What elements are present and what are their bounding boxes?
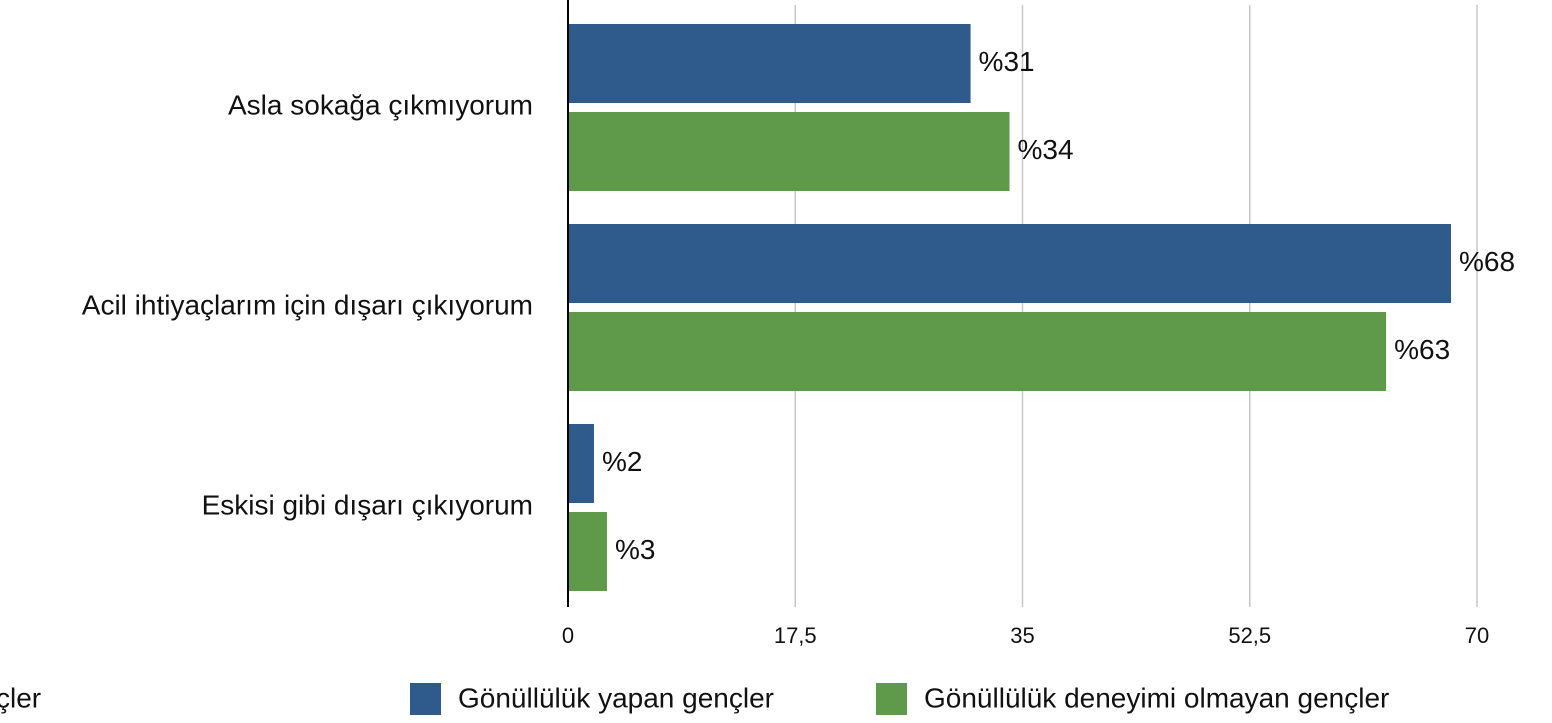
legend-swatch: [410, 683, 441, 715]
x-tick-label: 70: [1465, 623, 1489, 648]
x-tick-label: 35: [1010, 623, 1034, 648]
bar: [568, 224, 1452, 303]
x-tick-label: 17,5: [774, 623, 817, 648]
value-label: %68: [1459, 246, 1515, 277]
x-tick-label: 0: [562, 623, 574, 648]
x-tick-label: 52,5: [1228, 623, 1271, 648]
category-label: Asla sokağa çıkmıyorum: [228, 89, 533, 120]
bar: [568, 24, 971, 103]
legend-label: Gönüllülük deneyimi olmayan gençler: [924, 682, 1389, 713]
bar: [568, 312, 1387, 391]
bar: [568, 512, 607, 591]
value-label: %2: [602, 446, 642, 477]
category-label: Eskisi gibi dışarı çıkıyorum: [202, 489, 533, 520]
value-label: %31: [979, 46, 1035, 77]
legend-swatch: [876, 683, 907, 715]
bar: [568, 112, 1010, 191]
bar: [568, 424, 594, 503]
value-label: %34: [1018, 134, 1074, 165]
category-label: Acil ihtiyaçlarım için dışarı çıkıyorum: [82, 289, 533, 320]
cropped-legend-text: çler: [0, 682, 41, 713]
legend-label: Gönüllülük yapan gençler: [458, 682, 774, 713]
value-label: %3: [615, 534, 655, 565]
value-label: %63: [1394, 334, 1450, 365]
